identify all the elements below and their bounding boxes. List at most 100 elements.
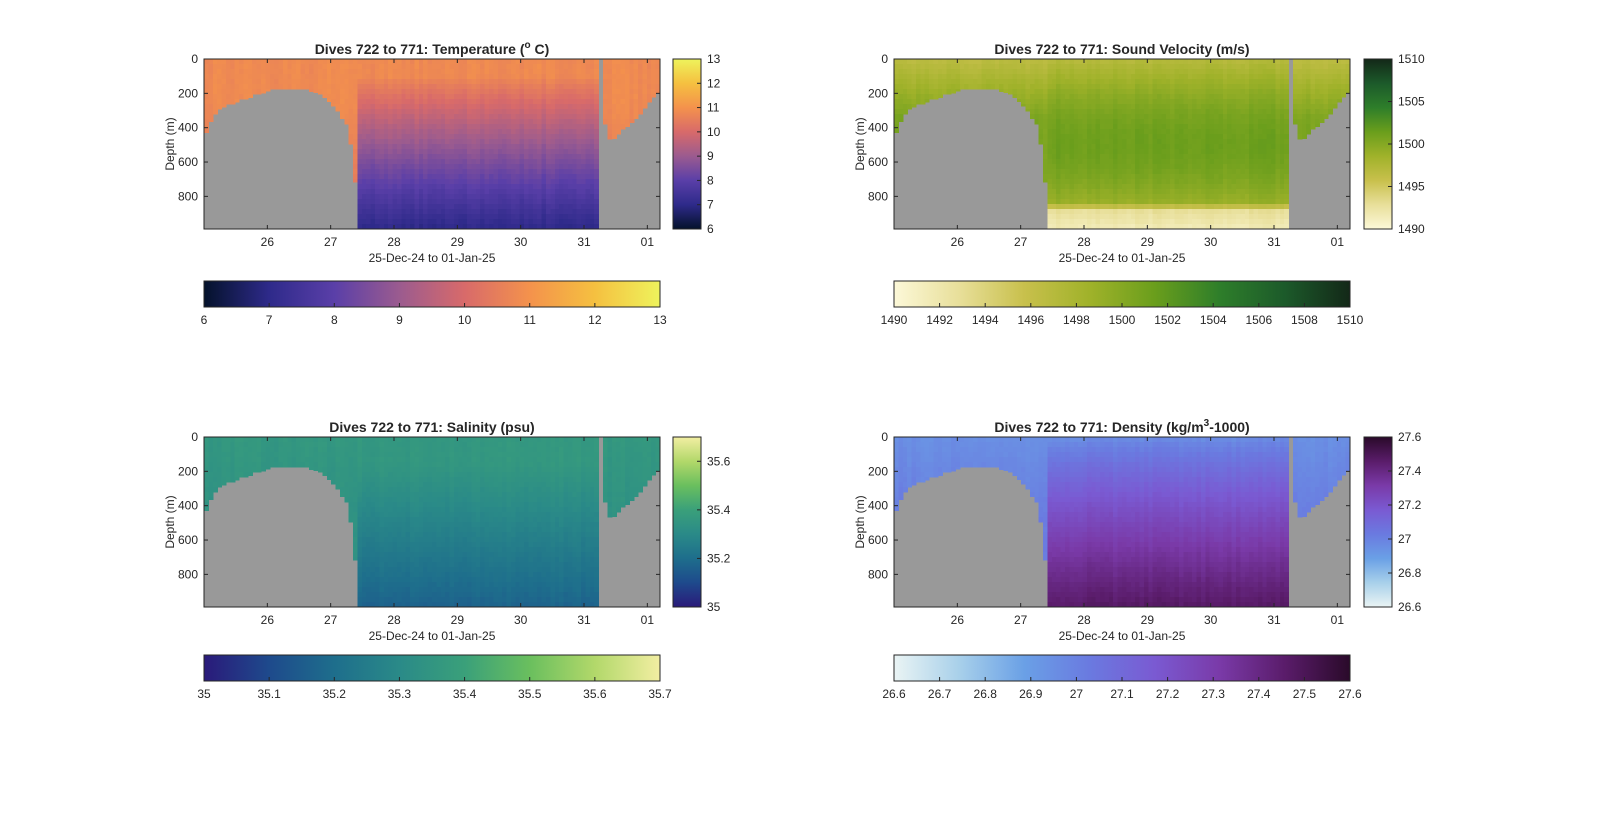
heatmap-cell xyxy=(1122,84,1127,90)
heatmap-cell xyxy=(554,79,560,85)
heatmap-cell xyxy=(467,79,473,85)
heatmap-cell xyxy=(620,89,626,95)
heatmap-cell xyxy=(1008,89,1013,95)
heatmap-cell xyxy=(256,457,262,463)
hcolorbar-tick-label: 11 xyxy=(523,313,536,327)
heatmap-cell xyxy=(506,189,512,195)
heatmap-cell xyxy=(1091,194,1097,200)
heatmap-cell xyxy=(414,114,420,120)
heatmap-cell xyxy=(1165,149,1171,155)
heatmap-cell xyxy=(418,169,424,175)
heatmap-cell xyxy=(475,169,481,175)
heatmap-cell xyxy=(1253,164,1259,170)
heatmap-cell xyxy=(440,69,446,75)
heatmap-cell xyxy=(581,134,587,140)
heatmap-cell xyxy=(445,194,451,200)
heatmap-cell xyxy=(537,84,543,90)
heatmap-cell xyxy=(471,159,477,165)
heatmap-cell xyxy=(1196,124,1202,130)
heatmap-cell xyxy=(1034,64,1040,70)
heatmap-cell xyxy=(1244,139,1250,145)
heatmap-cell xyxy=(410,124,416,130)
heatmap-cell xyxy=(528,114,534,120)
heatmap-cell xyxy=(1073,59,1079,65)
heatmap-cell xyxy=(1266,104,1272,110)
heatmap-cell xyxy=(366,114,372,120)
heatmap-cell xyxy=(1078,209,1084,215)
heatmap-cell xyxy=(392,114,398,120)
heatmap-cell xyxy=(1310,109,1316,115)
heatmap-cell xyxy=(550,79,556,85)
heatmap-cell xyxy=(353,59,359,65)
heatmap-cell xyxy=(1073,74,1079,80)
heatmap-cell xyxy=(1192,104,1198,110)
heatmap-cell xyxy=(344,114,350,120)
heatmap-cell xyxy=(537,139,543,145)
heatmap-cell xyxy=(418,89,424,95)
heatmap-cell xyxy=(515,154,521,160)
heatmap-cell xyxy=(427,134,433,140)
heatmap-cell xyxy=(388,159,394,165)
heatmap-cell xyxy=(489,149,494,155)
heatmap-cell xyxy=(550,199,556,205)
heatmap-cell xyxy=(1078,129,1084,135)
heatmap-cell xyxy=(1104,174,1110,180)
heatmap-cell xyxy=(537,119,543,125)
heatmap-cell xyxy=(440,164,446,170)
heatmap-cell xyxy=(304,64,310,70)
heatmap-cell xyxy=(247,452,253,458)
heatmap-cell xyxy=(1183,99,1189,105)
heatmap-cell xyxy=(1200,194,1206,200)
heatmap-cell xyxy=(1214,104,1220,110)
heatmap-cell xyxy=(410,99,416,105)
heatmap-cell xyxy=(1161,154,1167,160)
heatmap-cell xyxy=(611,119,617,125)
heatmap-cell xyxy=(515,204,521,210)
heatmap-cell xyxy=(1253,99,1259,105)
heatmap-cell xyxy=(1205,209,1211,215)
heatmap-cell xyxy=(282,64,288,70)
heatmap-cell xyxy=(1029,69,1035,75)
heatmap-cell xyxy=(436,119,442,125)
heatmap-cell xyxy=(1113,69,1119,75)
heatmap-cell xyxy=(440,199,446,205)
heatmap-cell xyxy=(1209,159,1215,165)
heatmap-cell xyxy=(1161,94,1167,100)
heatmap-cell xyxy=(1021,84,1027,90)
heatmap-cell xyxy=(396,174,402,180)
heatmap-cell xyxy=(585,174,591,180)
heatmap-cell xyxy=(370,209,376,215)
heatmap-cell xyxy=(1240,84,1246,90)
heatmap-cell xyxy=(585,199,591,205)
heatmap-cell xyxy=(502,194,508,200)
heatmap-cell xyxy=(589,164,595,170)
heatmap-cell xyxy=(313,74,319,80)
heatmap-cell xyxy=(1174,219,1180,225)
heatmap-cell xyxy=(510,69,516,75)
heatmap-cell xyxy=(414,159,420,165)
heatmap-cell xyxy=(480,164,486,170)
heatmap-cell xyxy=(445,134,451,140)
heatmap-cell xyxy=(1025,104,1031,110)
heatmap-cell xyxy=(1275,184,1281,190)
heatmap-cell xyxy=(1170,64,1176,70)
heatmap-cell xyxy=(396,99,402,105)
heatmap-cell xyxy=(1148,214,1154,220)
heatmap-cell xyxy=(920,89,926,95)
heatmap-cell xyxy=(239,79,245,85)
heatmap-cell xyxy=(414,139,420,145)
heatmap-cell xyxy=(453,74,459,80)
heatmap-cell xyxy=(471,129,477,135)
heatmap-cell xyxy=(234,84,240,90)
heatmap-cell xyxy=(1328,104,1334,110)
heatmap-cell xyxy=(1192,174,1198,180)
heatmap-cell xyxy=(576,154,582,160)
heatmap-cell xyxy=(898,104,904,110)
heatmap-cell xyxy=(576,149,582,155)
heatmap-cell xyxy=(484,159,490,165)
heatmap-cell xyxy=(467,159,473,165)
colorbar-tick-label: 9 xyxy=(707,149,714,163)
heatmap-cell xyxy=(1328,84,1334,90)
heatmap-cell xyxy=(537,124,543,130)
heatmap-cell xyxy=(497,139,503,145)
